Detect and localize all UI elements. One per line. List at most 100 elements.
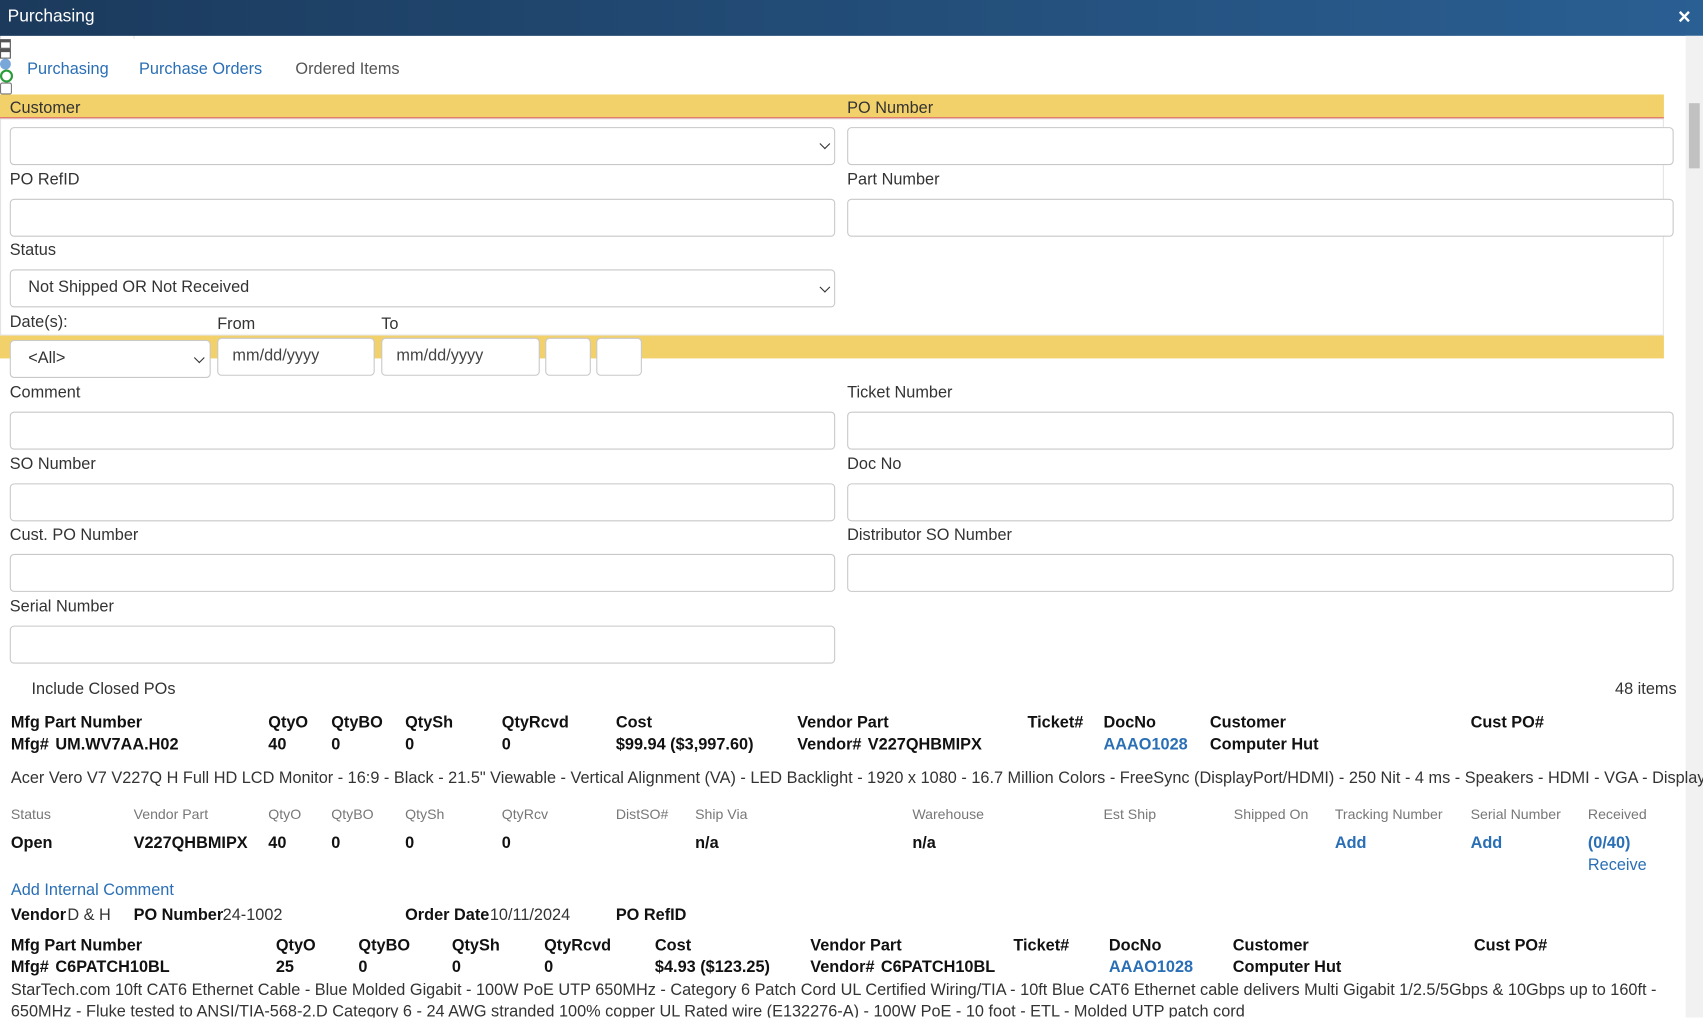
detail-divider — [0, 117, 1664, 119]
text-input[interactable] — [9, 553, 836, 592]
order-date: 10/11/2024 — [489, 905, 571, 925]
tracking-add-link[interactable]: Add — [1334, 834, 1367, 853]
vendor-part: V227QHBMIPX — [867, 735, 982, 754]
calendar-icon[interactable] — [0, 48, 11, 59]
select-value: <All> — [28, 348, 66, 368]
detail-header: QtyBO — [331, 805, 374, 823]
column-header: QtyRcvd — [501, 713, 569, 733]
detail-header: Serial Number — [1470, 805, 1561, 823]
qty-ordered: 40 — [268, 735, 287, 754]
to-date[interactable] — [381, 337, 540, 376]
column-header: Ticket# — [1027, 713, 1084, 733]
mfg-part: C6PATCH10BL — [55, 957, 170, 977]
detail-header: Warehouse — [912, 805, 985, 823]
detail-ship-via: n/a — [695, 834, 719, 853]
detail-header: Est Ship — [1103, 805, 1157, 823]
detail-header: Received — [1587, 805, 1647, 823]
customer: Computer Hut — [1232, 957, 1342, 977]
field-label: Cust. PO Number — [9, 525, 139, 545]
column-header: DocNo — [1103, 713, 1156, 733]
column-header: QtySh — [405, 713, 454, 733]
text-input[interactable] — [9, 483, 836, 522]
qty-shipped: 0 — [451, 957, 461, 977]
vendor-label: Vendor# — [797, 735, 862, 754]
date-placeholder: mm/dd/yyyy — [396, 346, 484, 365]
text-input[interactable] — [847, 483, 1674, 522]
detail-qtyo: 40 — [268, 834, 287, 853]
text-input[interactable] — [9, 411, 836, 450]
detail-warehouse: n/a — [912, 834, 936, 853]
po-number-label: PO Number — [133, 905, 224, 925]
text-input[interactable] — [9, 625, 836, 664]
customer: Computer Hut — [1209, 735, 1319, 754]
cost: $4.93 ($123.25) — [654, 957, 770, 977]
column-header: Mfg Part Number — [10, 936, 143, 955]
detail-header: Ship Via — [695, 805, 748, 823]
field-label: Status — [9, 241, 56, 260]
title-bar — [0, 0, 1703, 36]
close-button[interactable]: × — [1678, 5, 1691, 30]
column-header: Customer — [1232, 936, 1309, 955]
description: StarTech.com 10ft CAT6 Ethernet Cable - … — [10, 980, 1657, 1018]
qty-backordered: 0 — [358, 957, 368, 977]
tab[interactable]: Ordered Items — [295, 59, 400, 79]
vendor-name: D & H — [67, 905, 111, 925]
detail-header: Shipped On — [1233, 805, 1309, 823]
date-select[interactable] — [9, 339, 211, 378]
column-header: QtyO — [275, 936, 316, 955]
column-header: QtyRcvd — [544, 936, 612, 955]
status-select[interactable] — [9, 269, 836, 308]
clear-icon — [0, 58, 11, 70]
mfg-label: Mfg# — [10, 735, 49, 754]
clear-button[interactable] — [545, 337, 591, 376]
add-comment-link[interactable]: Add Internal Comment — [10, 880, 174, 900]
refresh-button[interactable] — [596, 337, 642, 376]
received-link[interactable]: (0/40) — [1587, 834, 1631, 853]
text-input[interactable] — [847, 198, 1674, 237]
text-input[interactable] — [847, 411, 1674, 450]
field-label: SO Number — [9, 455, 96, 474]
text-input[interactable] — [847, 127, 1674, 166]
detail-header: DistSO# — [615, 805, 669, 823]
qty-received: 0 — [544, 957, 554, 977]
item-header-band — [0, 94, 1664, 118]
scrollbar[interactable] — [1685, 35, 1703, 1018]
checkbox[interactable] — [0, 82, 12, 95]
field-label: Part Number — [847, 170, 940, 189]
text-input[interactable] — [9, 127, 836, 166]
text-input[interactable] — [9, 198, 836, 237]
qty-shipped: 0 — [405, 735, 415, 754]
field-label: Doc No — [847, 455, 902, 474]
qty-backordered: 0 — [331, 735, 341, 754]
serial-add-link[interactable]: Add — [1470, 834, 1503, 853]
field-label: PO Number — [847, 98, 934, 118]
select-value: Not Shipped OR Not Received — [28, 278, 250, 297]
po-refid-label: PO RefID — [615, 905, 687, 925]
mfg-part: UM.WV7AA.H02 — [55, 735, 179, 754]
field-label: Customer — [9, 98, 81, 118]
column-header: QtySh — [451, 936, 500, 955]
column-header: QtyO — [268, 713, 309, 733]
detail-header: QtySh — [405, 805, 445, 823]
refresh-icon — [0, 69, 14, 83]
column-header: Cost — [654, 936, 692, 955]
scroll-thumb[interactable] — [1688, 103, 1700, 169]
mfg-label: Mfg# — [10, 957, 49, 977]
field-label: Serial Number — [9, 597, 114, 616]
calendar-icon[interactable] — [0, 39, 11, 49]
doc-no-link[interactable]: AAAO1028 — [1108, 957, 1194, 977]
detail-header: Tracking Number — [1334, 805, 1443, 823]
tab[interactable]: Purchase Orders — [139, 59, 263, 79]
text-input[interactable] — [847, 553, 1674, 592]
from-date[interactable] — [217, 337, 375, 376]
column-header: Customer — [1209, 713, 1286, 733]
receive-link[interactable]: Receive — [1587, 855, 1647, 875]
column-header: Mfg Part Number — [10, 713, 143, 733]
detail-vendor-part: V227QHBMIPX — [133, 834, 248, 853]
qty-received: 0 — [501, 735, 511, 754]
detail-header: QtyRcv — [501, 805, 549, 823]
doc-no-link[interactable]: AAAO1028 — [1103, 735, 1188, 754]
tab[interactable]: Purchasing — [27, 59, 109, 79]
date-placeholder: mm/dd/yyyy — [232, 346, 320, 365]
